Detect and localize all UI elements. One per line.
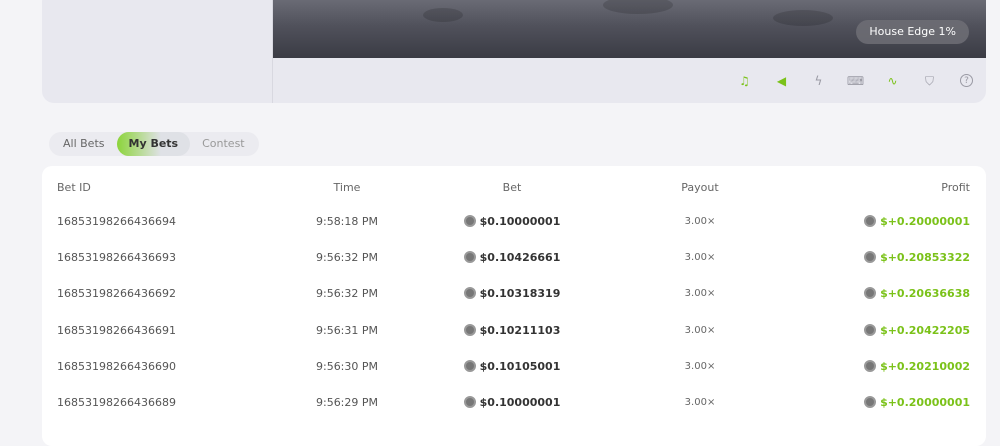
- bet-value: $0.10211103: [479, 323, 561, 337]
- table-row[interactable]: 16853198266436693 9:56:32 PM $0.10426661…: [42, 248, 986, 268]
- profit-value: $+0.20422205: [880, 323, 970, 337]
- bet-amount: $0.10318319: [442, 284, 582, 304]
- bet-time: 9:58:18 PM: [315, 215, 379, 228]
- bet-profit: $+0.20210002: [864, 357, 970, 377]
- tab-contest[interactable]: Contest: [202, 137, 245, 150]
- header-bet: Bet: [502, 181, 522, 194]
- bet-payout: 3.00×: [684, 288, 716, 300]
- bet-amount: $0.10211103: [442, 321, 582, 341]
- table-row[interactable]: 16853198266436689 9:56:29 PM $0.10000001…: [42, 393, 986, 413]
- bet-amount: $0.10000001: [442, 393, 582, 413]
- coin-icon: [463, 323, 476, 336]
- table-row[interactable]: 16853198266436694 9:58:18 PM $0.10000001…: [42, 212, 986, 232]
- bet-payout: 3.00×: [684, 324, 716, 336]
- table-row[interactable]: 16853198266436692 9:56:32 PM $0.10318319…: [42, 284, 986, 304]
- table-header: Bet ID Time Bet Payout Profit: [42, 178, 986, 198]
- bet-id[interactable]: 16853198266436692: [57, 287, 176, 301]
- profit-value: $+0.20636638: [880, 287, 970, 301]
- keyboard-icon[interactable]: ⌨: [846, 74, 865, 88]
- help-icon[interactable]: ?: [960, 74, 973, 87]
- bet-value: $0.10105001: [479, 359, 561, 373]
- bet-amount: $0.10426661: [442, 248, 582, 268]
- divider: [272, 0, 273, 103]
- bets-tabs: All Bets My Bets Contest: [49, 132, 259, 156]
- coin-icon: [463, 287, 476, 300]
- coin-icon: [864, 287, 877, 300]
- coin-icon: [864, 359, 877, 372]
- chart-icon[interactable]: ∿: [887, 74, 898, 88]
- table-row[interactable]: 16853198266436690 9:56:30 PM $0.10105001…: [42, 357, 986, 377]
- bet-value: $0.10000001: [479, 215, 561, 228]
- profit-value: $+0.20000001: [880, 396, 970, 409]
- bet-time: 9:56:32 PM: [315, 287, 379, 301]
- coin-icon: [463, 251, 476, 264]
- house-edge-badge: House Edge 1%: [856, 20, 969, 44]
- bet-payout: 3.00×: [684, 360, 716, 372]
- bet-profit: $+0.20853322: [864, 248, 970, 268]
- header-bet-id: Bet ID: [57, 181, 91, 194]
- tab-my-bets[interactable]: My Bets: [116, 132, 191, 156]
- bet-profit: $+0.20000001: [864, 393, 970, 413]
- bet-id[interactable]: 16853198266436693: [57, 251, 176, 265]
- bet-payout: 3.00×: [684, 397, 716, 408]
- header-payout: Payout: [681, 181, 719, 194]
- sound-icon[interactable]: ◀: [776, 74, 787, 88]
- bet-value: $0.10426661: [479, 251, 561, 265]
- coin-icon: [864, 251, 877, 264]
- bet-profit: $+0.20422205: [864, 321, 970, 341]
- bet-time: 9:56:32 PM: [315, 251, 379, 265]
- lightning-icon[interactable]: ϟ: [814, 74, 823, 88]
- fairness-icon[interactable]: ⛉: [924, 73, 934, 88]
- table-row[interactable]: 16853198266436691 9:56:31 PM $0.10211103…: [42, 321, 986, 341]
- coin-icon: [864, 396, 877, 408]
- bet-amount: $0.10105001: [442, 357, 582, 377]
- game-toolbar: ♫ ◀ ϟ ⌨ ∿ ⛉?: [735, 72, 976, 90]
- bet-value: $0.10318319: [479, 287, 561, 301]
- bet-profit: $+0.20636638: [864, 284, 970, 304]
- profit-value: $+0.20210002: [880, 359, 970, 373]
- tab-all-bets[interactable]: All Bets: [63, 137, 105, 150]
- coin-icon: [463, 396, 476, 408]
- coin-icon: [463, 215, 476, 227]
- bet-profit: $+0.20000001: [864, 212, 970, 232]
- coin-icon: [463, 359, 476, 372]
- profit-value: $+0.20853322: [880, 251, 970, 265]
- bet-id[interactable]: 16853198266436694: [57, 215, 176, 228]
- bet-id[interactable]: 16853198266436691: [57, 323, 176, 337]
- bet-time: 9:56:30 PM: [315, 359, 379, 373]
- header-profit: Profit: [941, 181, 970, 194]
- music-icon[interactable]: ♫: [739, 74, 750, 88]
- profit-value: $+0.20000001: [880, 215, 970, 228]
- bet-amount: $0.10000001: [442, 212, 582, 232]
- bet-id[interactable]: 16853198266436690: [57, 359, 176, 373]
- coin-icon: [864, 215, 877, 227]
- coin-icon: [864, 323, 877, 336]
- bets-table: Bet ID Time Bet Payout Profit 1685319826…: [42, 166, 986, 446]
- bet-payout: 3.00×: [684, 216, 716, 227]
- bet-time: 9:56:29 PM: [315, 396, 379, 409]
- bet-value: $0.10000001: [479, 396, 561, 409]
- header-time: Time: [333, 181, 361, 194]
- game-canvas: House Edge 1%: [273, 0, 986, 58]
- bet-time: 9:56:31 PM: [315, 323, 379, 337]
- bet-payout: 3.00×: [684, 252, 716, 264]
- bet-id[interactable]: 16853198266436689: [57, 396, 176, 409]
